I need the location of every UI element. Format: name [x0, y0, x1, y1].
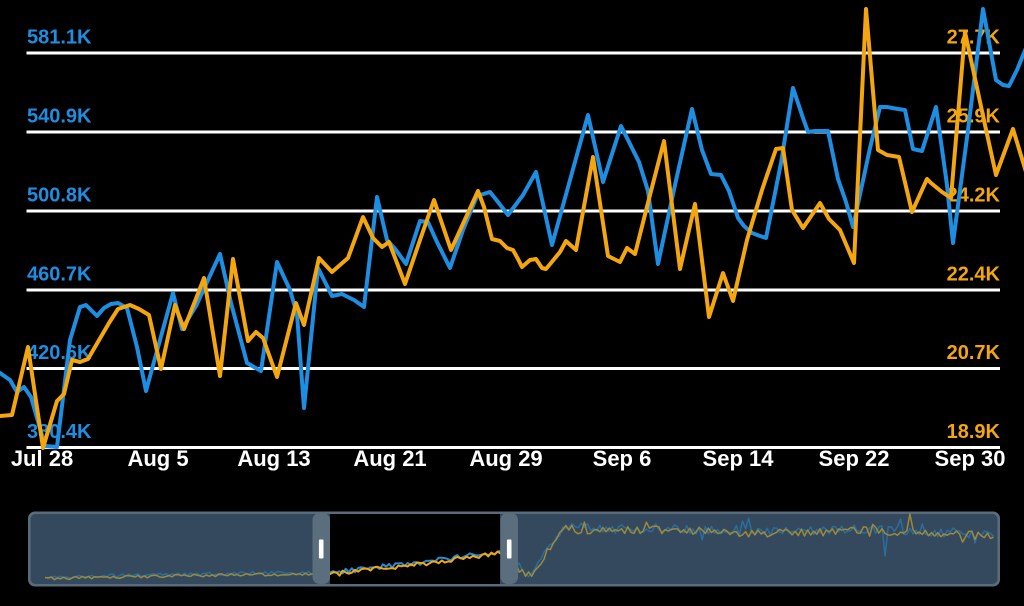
svg-text:420.6K: 420.6K	[27, 342, 92, 364]
svg-text:Jul 28: Jul 28	[11, 446, 73, 471]
svg-text:581.1K: 581.1K	[27, 27, 92, 49]
svg-text:540.9K: 540.9K	[27, 106, 92, 128]
svg-text:Sep 14: Sep 14	[703, 446, 775, 471]
svg-text:460.7K: 460.7K	[27, 264, 92, 286]
svg-text:18.9K: 18.9K	[947, 421, 1001, 443]
svg-text:Sep 30: Sep 30	[935, 446, 1006, 471]
svg-text:Aug 13: Aug 13	[237, 446, 310, 471]
svg-text:Aug 29: Aug 29	[469, 446, 542, 471]
svg-text:Aug 5: Aug 5	[127, 446, 188, 471]
svg-text:27.7K: 27.7K	[947, 27, 1001, 49]
svg-text:Aug 21: Aug 21	[353, 446, 426, 471]
svg-text:500.8K: 500.8K	[27, 185, 92, 207]
svg-text:22.4K: 22.4K	[947, 264, 1001, 286]
svg-text:25.9K: 25.9K	[947, 106, 1001, 128]
svg-text:24.2K: 24.2K	[947, 185, 1001, 207]
svg-text:Sep 6: Sep 6	[593, 446, 652, 471]
svg-text:Sep 22: Sep 22	[819, 446, 890, 471]
svg-text:20.7K: 20.7K	[947, 342, 1001, 364]
